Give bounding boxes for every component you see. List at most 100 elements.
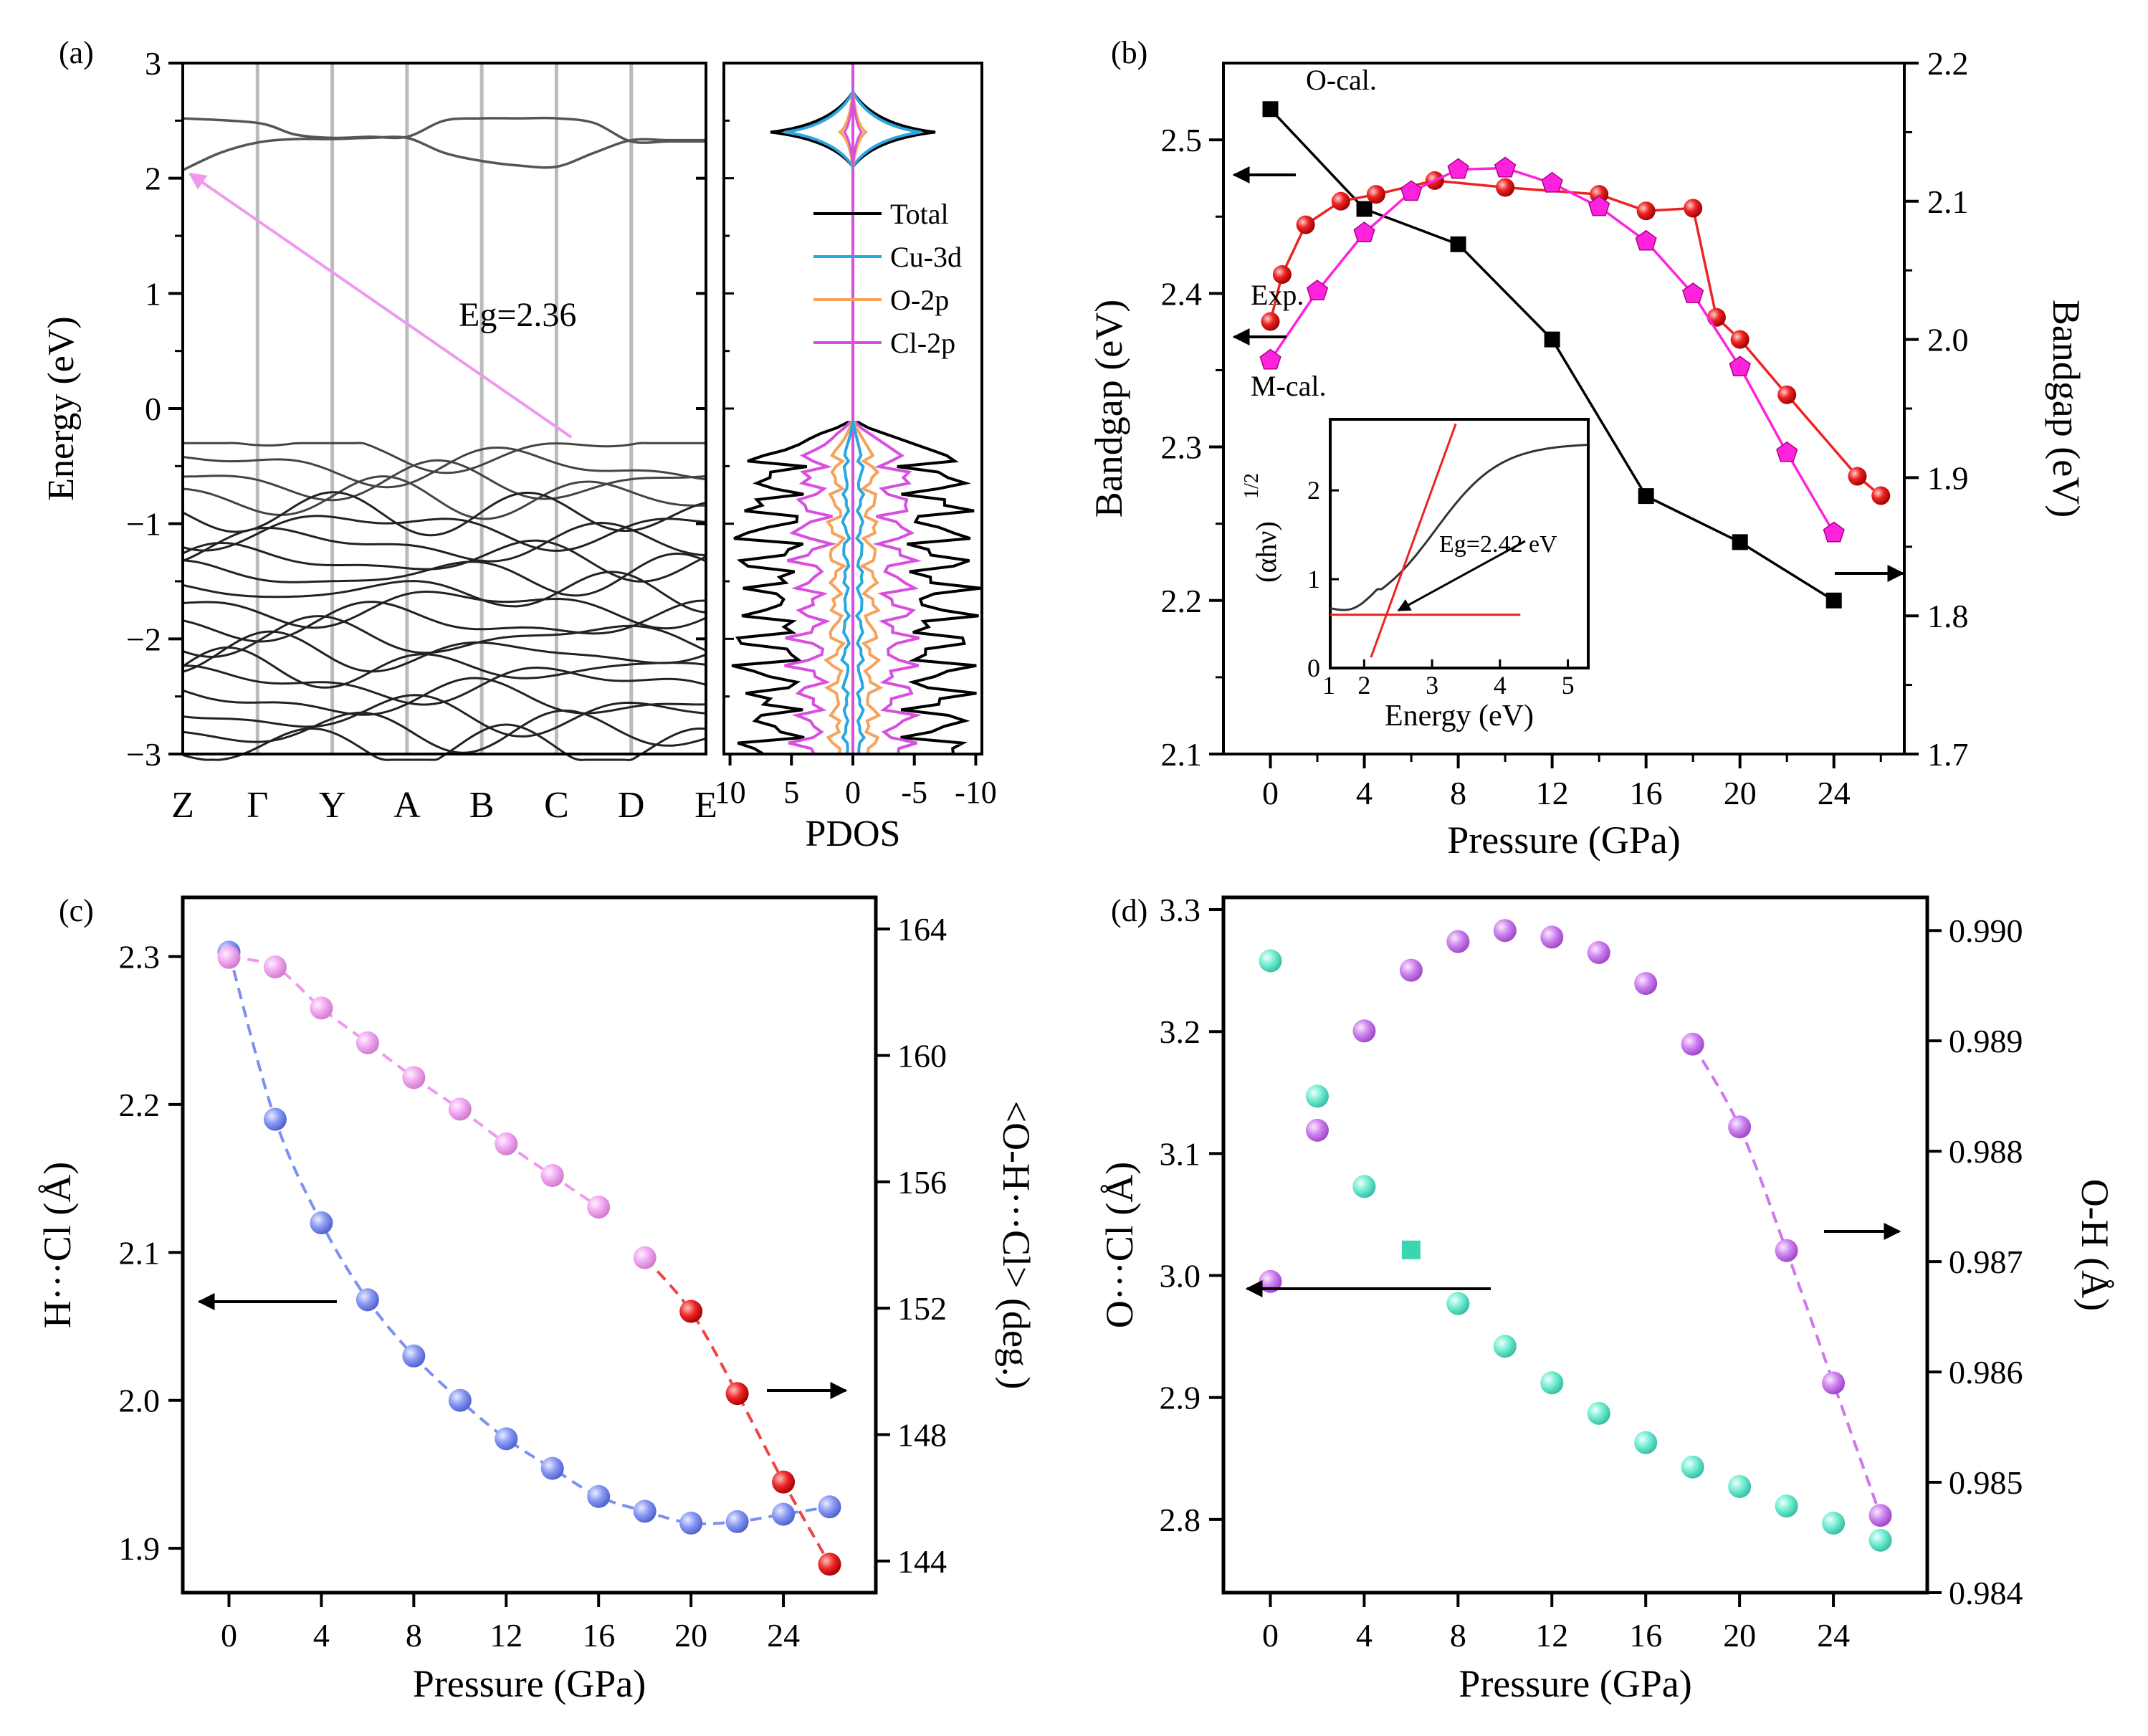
y2-tick-label: 2.2 xyxy=(1927,45,1969,82)
y-tick-label: −3 xyxy=(126,736,161,773)
data-point-circle xyxy=(1730,330,1750,349)
pdos-x-tick-label: 5 xyxy=(783,775,799,810)
kpoint-label: Z xyxy=(171,785,194,826)
data-point-circle xyxy=(1296,215,1315,234)
y-tick-label: 2.2 xyxy=(1161,583,1203,619)
valence-band xyxy=(182,599,707,643)
y2-tick-label: 0.984 xyxy=(1949,1575,2023,1611)
kpoint-label: Y xyxy=(319,785,346,826)
y2-tick-label: 160 xyxy=(897,1037,947,1074)
data-point xyxy=(495,1132,518,1155)
data-point-pentagon xyxy=(1447,158,1469,179)
plot-frame xyxy=(1221,895,1929,1595)
data-point xyxy=(355,1288,379,1312)
x-tick-label: 4 xyxy=(313,1617,330,1654)
pdos-x-label: PDOS xyxy=(806,814,901,854)
inset-x-label: Energy (eV) xyxy=(1385,700,1534,733)
x-tick-label: 16 xyxy=(1630,775,1663,811)
y2-axis-label: <O-H···Cl> (deg.) xyxy=(995,1101,1038,1390)
x-tick-label: 24 xyxy=(1817,1617,1850,1654)
data-point xyxy=(818,1495,841,1519)
valence-band xyxy=(182,646,707,689)
valence-band xyxy=(182,552,707,597)
conduction-band xyxy=(182,116,706,144)
dashed-fit xyxy=(227,951,830,1525)
kpoint-label: E xyxy=(694,785,717,826)
y-tick-label: 1 xyxy=(145,275,161,312)
data-point xyxy=(310,1211,333,1235)
valence-band xyxy=(182,521,707,563)
valence-band xyxy=(182,459,707,502)
x-tick-label: 12 xyxy=(1536,775,1569,811)
data-point xyxy=(1634,1431,1658,1454)
kpoint-label: Γ xyxy=(247,785,268,826)
valence-band xyxy=(182,591,707,630)
panel-label-b: (b) xyxy=(1111,35,1147,70)
panel-label-a: (a) xyxy=(59,35,94,70)
valence-band xyxy=(182,539,707,583)
data-point xyxy=(1540,1371,1564,1395)
y-axis-label: Bandgap (eV) xyxy=(1087,300,1130,518)
data-point-circle xyxy=(1707,307,1726,327)
y-tick-label: −1 xyxy=(126,506,161,543)
data-point-square xyxy=(1732,534,1748,550)
inset-curve xyxy=(1330,444,1588,611)
data-point xyxy=(1681,1455,1704,1479)
data-point xyxy=(725,1510,749,1533)
data-point xyxy=(587,1196,611,1219)
y-tick-label: 1.9 xyxy=(119,1530,161,1567)
y-tick-label: 2.3 xyxy=(1161,429,1203,466)
data-point xyxy=(725,1382,749,1406)
y2-tick-label: 0.989 xyxy=(1949,1023,2023,1059)
data-point xyxy=(1259,949,1282,973)
data-point xyxy=(402,1066,426,1089)
inset-y-label-sup: 1/2 xyxy=(1241,473,1263,499)
y-tick-label: 2.4 xyxy=(1161,275,1203,312)
dashed-fit xyxy=(644,1256,831,1565)
kpoint-label: D xyxy=(618,785,645,826)
y2-axis-label: O-H (Å) xyxy=(2073,1179,2116,1311)
data-point-pentagon xyxy=(1588,195,1610,216)
x-tick-label: 0 xyxy=(1262,1617,1279,1654)
conduction-band xyxy=(182,135,706,172)
y2-tick-label: 2.1 xyxy=(1927,183,1969,220)
data-point-square xyxy=(1638,488,1654,505)
pdos-x-tick-label: -5 xyxy=(901,775,927,810)
y-tick-label: 3.1 xyxy=(1160,1135,1201,1172)
data-point-pentagon xyxy=(1635,229,1657,251)
x-tick-label: 20 xyxy=(674,1617,707,1654)
x-tick-label: 4 xyxy=(1356,1617,1373,1654)
x-tick-label: 8 xyxy=(406,1617,422,1654)
data-point xyxy=(772,1502,796,1526)
valence-band xyxy=(182,677,707,716)
plot-frame xyxy=(181,895,878,1595)
inset-y-tick-label: 2 xyxy=(1307,476,1320,505)
data-point-pentagon xyxy=(1682,282,1704,303)
data-point xyxy=(1352,1175,1376,1198)
data-point xyxy=(772,1470,796,1494)
data-point xyxy=(540,1164,564,1187)
inset-x-tick-label: 5 xyxy=(1562,671,1575,700)
x-tick-label: 20 xyxy=(1724,775,1757,811)
data-point xyxy=(1681,1032,1704,1056)
data-point-pentagon xyxy=(1823,521,1845,543)
x-tick-label: 8 xyxy=(1450,1617,1466,1654)
data-point xyxy=(1446,1292,1470,1315)
data-point-pentagon xyxy=(1776,441,1798,462)
y-tick-label: 2.5 xyxy=(1161,122,1203,158)
data-point xyxy=(310,996,333,1020)
data-point-circle xyxy=(1777,385,1797,404)
y2-tick-label: 0.985 xyxy=(1949,1464,2023,1501)
label-o-cal: O-cal. xyxy=(1306,64,1377,96)
y2-tick-label: 156 xyxy=(897,1164,947,1201)
data-point xyxy=(679,1512,703,1535)
inset-x-tick-label: 1 xyxy=(1322,671,1335,700)
data-point xyxy=(633,1246,657,1269)
inset-annotation: Eg=2.42 eV xyxy=(1439,531,1557,558)
pdos-x-tick-label: 10 xyxy=(715,775,746,810)
data-point xyxy=(1775,1494,1798,1518)
pdos-x-tick-label: 0 xyxy=(845,775,861,810)
data-point-square xyxy=(1825,592,1842,609)
panel-label-d: (d) xyxy=(1111,893,1147,928)
data-point xyxy=(818,1553,841,1576)
